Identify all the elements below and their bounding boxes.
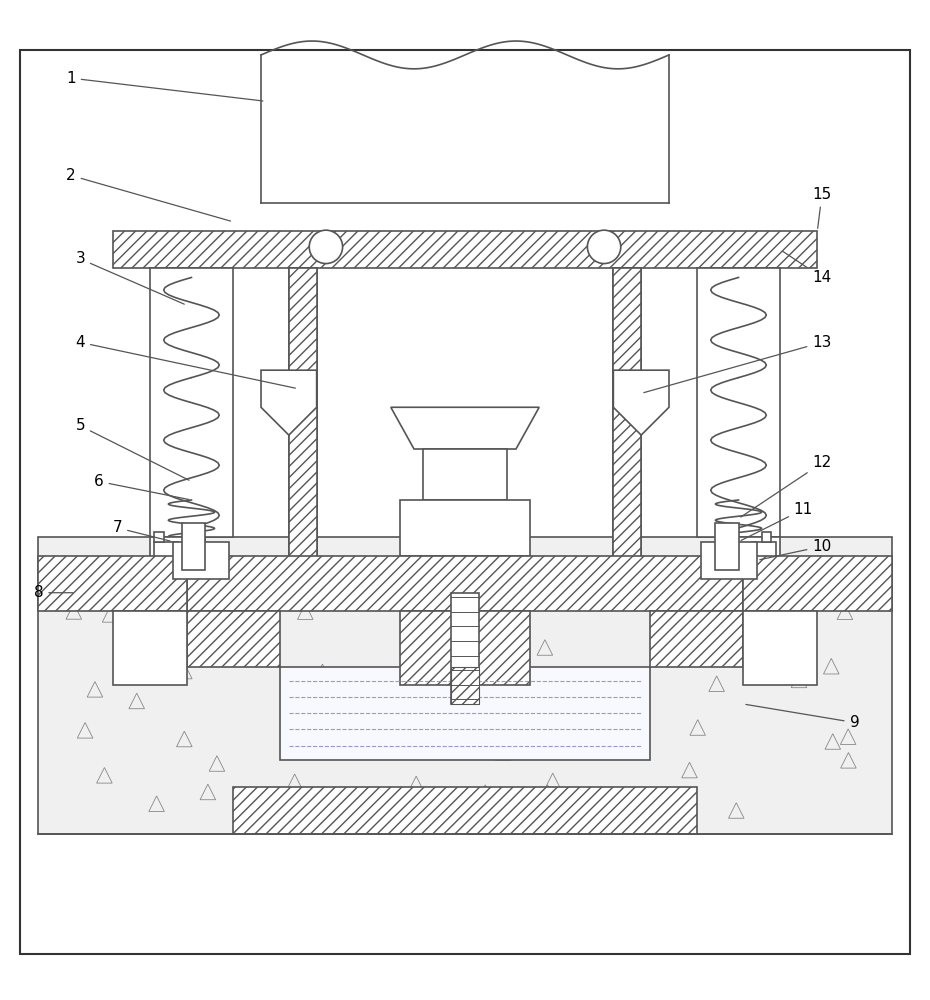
Bar	[154, 542, 178, 565]
Bar	[150, 537, 206, 574]
Text: 14: 14	[782, 251, 831, 285]
Bar	[697, 268, 780, 537]
Circle shape	[588, 230, 620, 264]
Text: 15: 15	[813, 187, 831, 228]
Polygon shape	[261, 370, 316, 435]
Text: 2: 2	[66, 168, 231, 221]
Bar	[400, 611, 530, 685]
Bar	[150, 574, 187, 621]
Bar	[280, 667, 650, 760]
Text: 3: 3	[75, 251, 184, 304]
Bar	[650, 611, 743, 667]
Bar	[451, 593, 479, 704]
Bar	[451, 667, 479, 704]
Bar	[701, 542, 757, 579]
Bar	[743, 611, 817, 685]
Bar	[113, 231, 817, 268]
Bar	[173, 542, 229, 579]
Bar	[743, 556, 892, 611]
Bar	[233, 787, 697, 834]
Polygon shape	[391, 407, 539, 449]
Bar	[289, 268, 316, 574]
Text: 9: 9	[746, 704, 859, 730]
Text: 12: 12	[741, 455, 831, 517]
Bar	[38, 556, 187, 611]
Text: 11: 11	[741, 502, 813, 540]
Bar	[113, 611, 187, 685]
Bar	[187, 611, 280, 667]
Text: 13: 13	[644, 335, 831, 393]
Bar	[743, 574, 780, 621]
Bar	[289, 268, 316, 574]
Text: 5: 5	[75, 418, 189, 480]
Bar	[150, 268, 233, 537]
Text: 4: 4	[75, 335, 296, 388]
Bar	[724, 537, 780, 574]
Polygon shape	[614, 370, 669, 435]
Text: 8: 8	[33, 585, 73, 600]
Bar	[715, 523, 738, 570]
Bar	[187, 556, 743, 611]
Bar	[614, 268, 641, 574]
Bar	[614, 268, 641, 574]
Text: 6: 6	[94, 474, 189, 499]
Text: 10: 10	[760, 539, 831, 560]
Bar	[154, 532, 164, 542]
Circle shape	[310, 230, 342, 264]
Bar	[752, 542, 776, 565]
Text: 7: 7	[113, 520, 170, 541]
Text: 1: 1	[66, 71, 263, 101]
Bar	[182, 523, 206, 570]
Bar	[762, 532, 771, 542]
Bar	[400, 500, 530, 556]
Bar	[423, 449, 507, 500]
Bar	[38, 537, 892, 834]
